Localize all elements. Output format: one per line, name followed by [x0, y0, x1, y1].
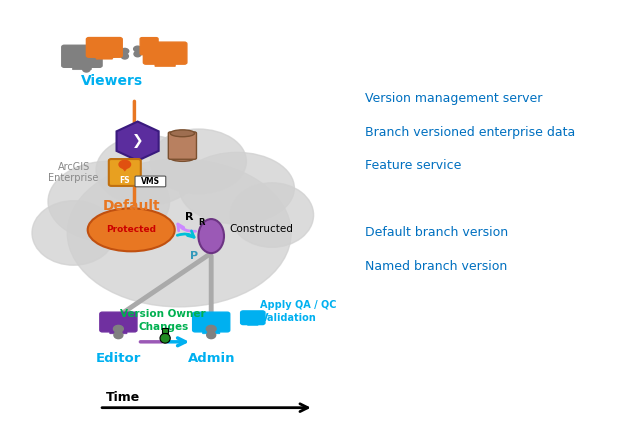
Text: Named branch version: Named branch version: [365, 260, 507, 273]
Text: Apply QA / QC
Validation: Apply QA / QC Validation: [260, 300, 337, 323]
Ellipse shape: [96, 135, 198, 205]
Text: VMS: VMS: [141, 177, 160, 186]
FancyBboxPatch shape: [209, 329, 214, 333]
FancyBboxPatch shape: [162, 328, 168, 333]
FancyBboxPatch shape: [116, 329, 121, 333]
FancyBboxPatch shape: [110, 332, 127, 334]
Text: Default branch version: Default branch version: [365, 226, 508, 240]
Text: R: R: [198, 218, 205, 227]
Ellipse shape: [48, 161, 170, 242]
Ellipse shape: [230, 183, 314, 247]
Ellipse shape: [88, 208, 175, 251]
Ellipse shape: [179, 152, 294, 224]
FancyBboxPatch shape: [86, 38, 122, 57]
Ellipse shape: [207, 332, 216, 339]
Ellipse shape: [114, 332, 123, 339]
FancyBboxPatch shape: [140, 38, 158, 55]
Text: Editor: Editor: [96, 352, 141, 365]
FancyBboxPatch shape: [109, 159, 141, 186]
Text: R: R: [184, 212, 193, 222]
FancyBboxPatch shape: [143, 42, 187, 64]
Text: Branch versioned enterprise data: Branch versioned enterprise data: [365, 125, 575, 139]
FancyArrowPatch shape: [168, 338, 186, 346]
Text: Constructed: Constructed: [229, 224, 293, 234]
Text: Version management server: Version management server: [365, 92, 542, 105]
Text: ArcGIS
Enterprise: ArcGIS Enterprise: [49, 162, 99, 183]
Text: Viewers: Viewers: [81, 73, 143, 88]
Text: Feature service: Feature service: [365, 159, 461, 172]
FancyBboxPatch shape: [96, 57, 113, 59]
Text: Version Owner
Changes: Version Owner Changes: [120, 309, 206, 332]
FancyBboxPatch shape: [79, 64, 84, 69]
Text: ❯: ❯: [132, 134, 143, 148]
Ellipse shape: [170, 130, 195, 137]
Circle shape: [134, 46, 141, 52]
Text: Default: Default: [102, 199, 160, 213]
Text: P: P: [190, 251, 198, 261]
Circle shape: [108, 47, 116, 52]
Ellipse shape: [67, 159, 291, 307]
FancyBboxPatch shape: [168, 132, 196, 159]
Circle shape: [113, 325, 124, 332]
FancyArrowPatch shape: [178, 224, 196, 231]
Ellipse shape: [32, 201, 115, 265]
Text: Time: Time: [106, 391, 140, 404]
FancyBboxPatch shape: [202, 332, 220, 334]
Ellipse shape: [150, 129, 246, 194]
FancyBboxPatch shape: [241, 311, 265, 325]
FancyBboxPatch shape: [72, 67, 92, 69]
Circle shape: [119, 160, 131, 168]
FancyBboxPatch shape: [62, 45, 102, 67]
Circle shape: [206, 325, 216, 332]
Ellipse shape: [170, 155, 195, 161]
Text: Protected: Protected: [106, 225, 156, 234]
Circle shape: [121, 48, 129, 54]
FancyBboxPatch shape: [155, 64, 175, 66]
Ellipse shape: [160, 333, 170, 343]
Ellipse shape: [83, 66, 90, 72]
Text: FS: FS: [120, 176, 130, 185]
Ellipse shape: [198, 219, 224, 253]
FancyBboxPatch shape: [248, 323, 259, 325]
Text: Admin: Admin: [188, 352, 235, 365]
Circle shape: [82, 60, 91, 67]
Polygon shape: [116, 121, 159, 161]
FancyBboxPatch shape: [100, 312, 137, 332]
FancyBboxPatch shape: [252, 322, 254, 324]
FancyArrowPatch shape: [177, 231, 194, 237]
FancyBboxPatch shape: [102, 54, 107, 58]
FancyBboxPatch shape: [193, 312, 230, 332]
Ellipse shape: [121, 53, 129, 59]
FancyBboxPatch shape: [135, 176, 166, 187]
Polygon shape: [121, 167, 129, 172]
Ellipse shape: [108, 52, 116, 58]
Ellipse shape: [134, 51, 141, 57]
FancyBboxPatch shape: [162, 61, 168, 65]
